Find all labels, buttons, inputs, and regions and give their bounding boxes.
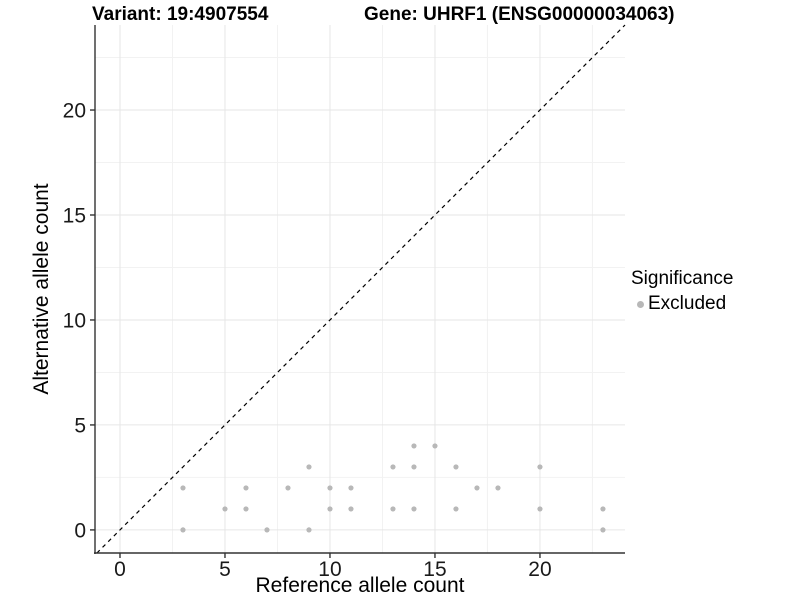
data-point: [327, 485, 333, 491]
x-axis-title: Reference allele count: [255, 574, 465, 597]
data-point: [600, 527, 606, 533]
data-point: [411, 443, 417, 449]
variant-title: Variant: 19:4907554: [92, 4, 269, 25]
data-point: [348, 506, 354, 512]
data-point: [390, 464, 396, 470]
y-tick-label: 20: [63, 100, 86, 123]
data-point: [432, 443, 438, 449]
data-point: [306, 464, 312, 470]
data-point: [327, 506, 333, 512]
x-tick-label: 5: [219, 558, 231, 581]
y-axis-title: Alternative allele count: [30, 183, 53, 395]
x-tick-label: 20: [528, 558, 551, 581]
data-point: [411, 506, 417, 512]
data-point: [306, 527, 312, 533]
data-point: [180, 485, 186, 491]
data-point: [348, 485, 354, 491]
y-tick-label: 0: [74, 519, 86, 542]
data-point: [453, 464, 459, 470]
data-point: [600, 506, 606, 512]
identity-line: [96, 24, 626, 554]
data-point: [285, 485, 291, 491]
data-point: [180, 527, 186, 533]
legend-item-excluded: Excluded: [631, 293, 733, 315]
y-tick-label: 15: [63, 204, 86, 227]
x-tick-label: 10: [318, 558, 341, 581]
legend-item-label: Excluded: [648, 293, 727, 314]
data-point: [264, 527, 270, 533]
data-point: [537, 506, 543, 512]
data-point: [453, 506, 459, 512]
legend: Significance Excluded: [631, 268, 733, 315]
x-tick-label: 15: [423, 558, 446, 581]
legend-dot-icon: [637, 300, 644, 308]
data-point: [390, 506, 396, 512]
legend-title: Significance: [631, 268, 734, 289]
data-point: [243, 485, 249, 491]
x-tick-label: 0: [114, 558, 126, 581]
data-point: [537, 464, 543, 470]
y-tick-label: 5: [74, 414, 86, 437]
data-point: [474, 485, 480, 491]
data-point: [243, 506, 249, 512]
data-point: [222, 506, 228, 512]
data-point: [495, 485, 501, 491]
gene-title: Gene: UHRF1 (ENSG00000034063): [364, 4, 675, 25]
y-tick-label: 10: [63, 309, 86, 332]
data-point: [411, 464, 417, 470]
